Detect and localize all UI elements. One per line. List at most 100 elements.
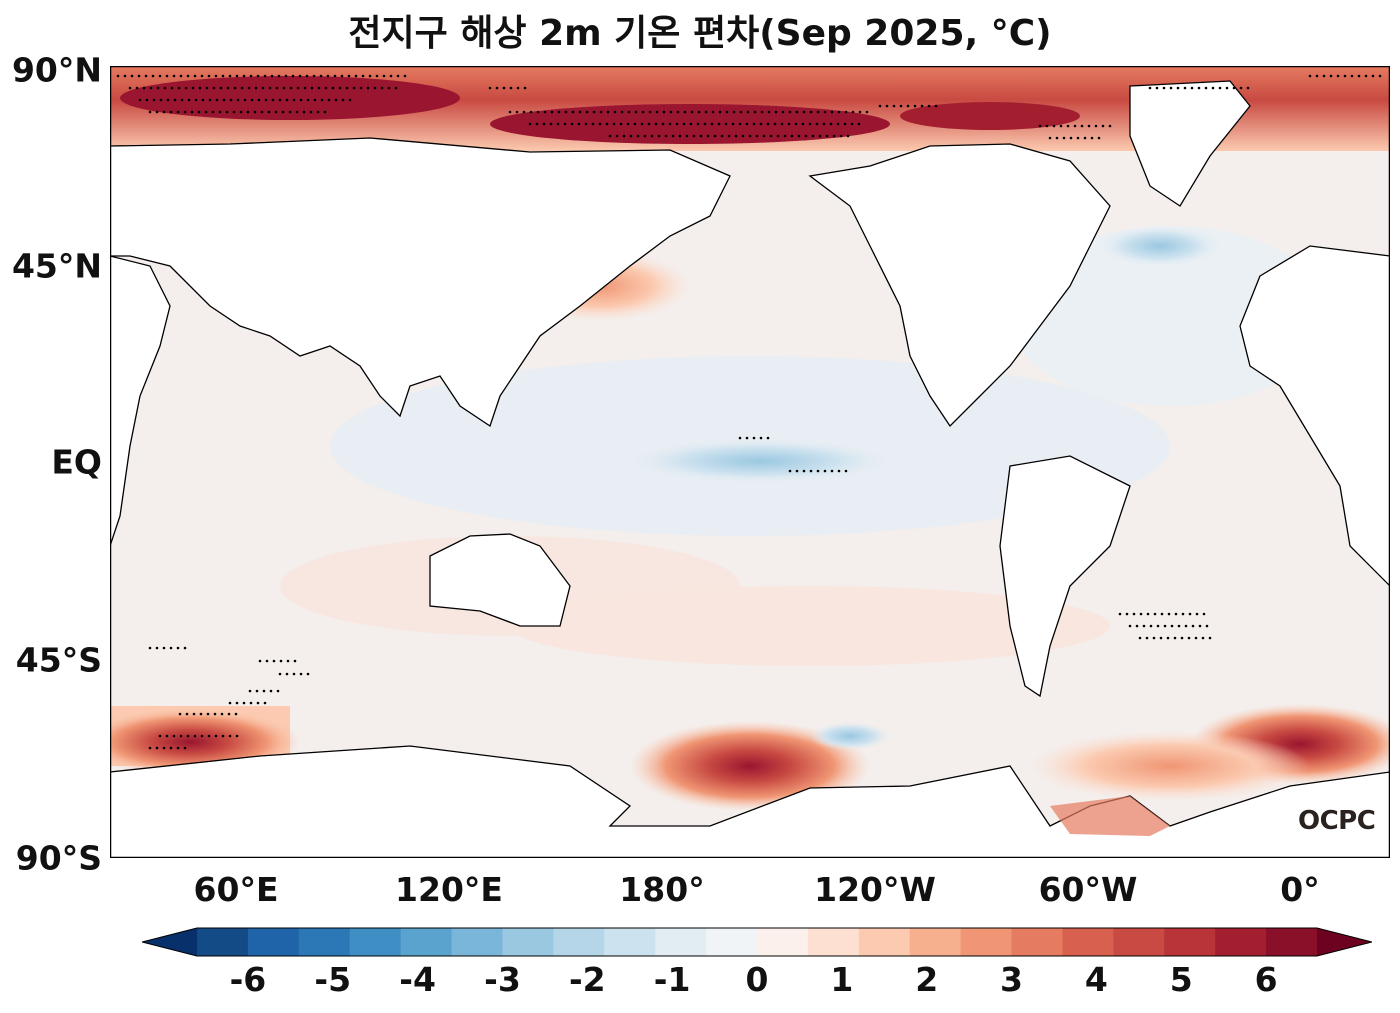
stipple-dot [242, 701, 246, 705]
stipple-dot [865, 110, 869, 114]
stipple-dot [620, 110, 624, 114]
stipple-dot [549, 122, 553, 126]
anomaly-blob [900, 102, 1080, 130]
stipple-dot [387, 86, 391, 90]
stipple-dot [258, 659, 262, 663]
stipple-dot [1128, 624, 1132, 628]
map-title: 전지구 해상 2m 기온 편차(Sep 2025, °C) [348, 13, 1052, 54]
stipple-dot [839, 134, 843, 138]
stipple-dot [306, 98, 310, 102]
stipple-dot [228, 74, 232, 78]
stipple-dot [169, 110, 173, 114]
stipple-dot [1148, 86, 1152, 90]
stipple-dot [1038, 124, 1042, 128]
stipple-dot [1162, 86, 1166, 90]
stipple-dot [731, 122, 735, 126]
stipple-dot [319, 74, 323, 78]
stipple-dot [655, 110, 659, 114]
stipple-dot [253, 110, 257, 114]
colorbar-cell [349, 928, 402, 956]
stipple-dot [276, 689, 280, 693]
stipple-dot [703, 122, 707, 126]
land-australia [429, 533, 571, 627]
anomaly-blob [1050, 796, 1170, 836]
stipple-dot [822, 122, 826, 126]
stipple-dot [818, 134, 822, 138]
stipple-dot [766, 436, 770, 440]
stipple-dot [199, 712, 203, 716]
stipple-dot [724, 122, 728, 126]
stipple-dot [158, 734, 162, 738]
stipple-dot [599, 110, 603, 114]
land-south-america [999, 455, 1131, 698]
colorbar-outline [142, 927, 1372, 957]
stipple-dot [233, 86, 237, 90]
stipple-dot [591, 122, 595, 126]
stipple-dot [194, 98, 198, 102]
stipple-dot [1205, 624, 1209, 628]
colorbar-tick-label: -1 [653, 960, 691, 999]
stipple-dot [227, 712, 231, 716]
stipple-dot [176, 646, 180, 650]
stipple-dot [352, 86, 356, 90]
stipple-dot [278, 98, 282, 102]
stipple-dot [802, 110, 806, 114]
stipple-dot [135, 86, 139, 90]
stipple-dot [1094, 124, 1098, 128]
stipple-dot [193, 74, 197, 78]
stipple-dot [148, 746, 152, 750]
stipple-dot [214, 734, 218, 738]
stipple-dot [278, 672, 282, 676]
stipple-dot [1059, 124, 1063, 128]
stipple-dot [1132, 612, 1136, 616]
stipple-dot [640, 122, 644, 126]
colorbar-cell [807, 928, 860, 956]
lon-label-60w: 60°W [1038, 870, 1138, 909]
stipple-dot [495, 86, 499, 90]
stipple-dot [1350, 74, 1354, 78]
stipple-dot [220, 712, 224, 716]
stipple-dot [1308, 74, 1312, 78]
stipple-dot [333, 74, 337, 78]
stipple-dot [282, 86, 286, 90]
stipple-dot [170, 86, 174, 90]
colorbar-cell [1266, 928, 1318, 956]
stipple-dot [270, 74, 274, 78]
stipple-dot [163, 86, 167, 90]
stipple-dot [823, 110, 827, 114]
stipple-dot [394, 86, 398, 90]
stipple-dot [1329, 74, 1333, 78]
stipple-dot [809, 110, 813, 114]
stipple-dot [564, 110, 568, 114]
colorbar-tick-label: -2 [568, 960, 606, 999]
stipple-dot [584, 122, 588, 126]
stipple-dot [310, 86, 314, 90]
stipple-dot [535, 122, 539, 126]
stipple-dot [291, 74, 295, 78]
stipple-dot [843, 122, 847, 126]
stipple-dot [1149, 624, 1153, 628]
stipple-dot [837, 110, 841, 114]
stipple-dot [138, 98, 142, 102]
stipple-dot [228, 701, 232, 705]
stipple-dot [830, 469, 834, 473]
colorbar-cell [400, 928, 453, 956]
lon-label-60e: 60°E [193, 870, 279, 909]
stipple-dot [262, 689, 266, 693]
stipple-dot [1155, 86, 1159, 90]
stipple-dot [263, 74, 267, 78]
stipple-dot [403, 74, 407, 78]
colorbar-tick-label: 2 [915, 960, 939, 999]
stipple-dot [780, 122, 784, 126]
stipple-dot [286, 659, 290, 663]
stipple-dot [669, 110, 673, 114]
stipple-dot [249, 74, 253, 78]
stipple-dot [232, 110, 236, 114]
stipple-dot [850, 122, 854, 126]
lon-label-180: 180° [619, 870, 705, 909]
stipple-dot [302, 110, 306, 114]
colorbar-tick-label: 1 [830, 960, 854, 999]
anomaly-blob [1100, 226, 1220, 266]
stipple-dot [255, 689, 259, 693]
stipple-dot [657, 134, 661, 138]
